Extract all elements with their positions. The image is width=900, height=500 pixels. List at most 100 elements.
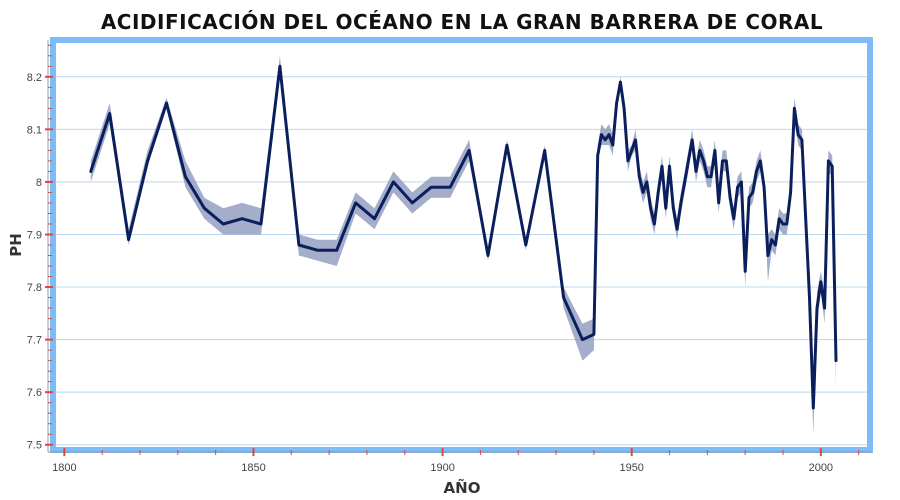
x-tick-label: 1800 (52, 462, 76, 474)
ph-point (592, 333, 596, 336)
ph-point (634, 138, 637, 142)
ph-point (543, 149, 546, 152)
ph-point (717, 201, 720, 205)
ph-point (392, 180, 395, 184)
ph-point (679, 201, 683, 205)
ph-point (747, 196, 751, 199)
ph-point (373, 217, 376, 220)
ph-point (354, 201, 357, 205)
ph-point (596, 154, 599, 157)
ph-point (467, 149, 471, 152)
ph-point (600, 133, 603, 136)
ph-point (278, 65, 282, 68)
ph-point (728, 196, 732, 199)
ph-point (641, 191, 645, 194)
y-tick-label: 7.7 (27, 335, 42, 347)
ph-point (834, 359, 838, 362)
y-tick-label: 8.1 (27, 124, 42, 136)
ph-point (762, 186, 766, 189)
ph-point (645, 180, 648, 184)
ph-point (732, 217, 735, 220)
x-ticks: 1800 1850 1900 1950 2000 (52, 448, 860, 474)
ph-point (668, 165, 671, 168)
y-tick-label: 7.5 (27, 440, 42, 452)
ph-point (222, 222, 225, 226)
ph-point (709, 175, 713, 178)
ph-point (653, 222, 656, 226)
ph-point (713, 149, 717, 152)
ph-point (796, 133, 800, 136)
ph-point (759, 159, 762, 163)
ph-point (687, 159, 690, 163)
ph-point (793, 107, 796, 110)
y-tick-label: 7.6 (27, 387, 42, 399)
chart-title: ACIDIFICACIÓN DEL OCÉANO EN LA GRAN BARR… (101, 10, 823, 34)
ph-point (411, 201, 414, 205)
ph-point (127, 238, 130, 241)
ph-point (630, 149, 633, 152)
ph-point (259, 222, 263, 226)
ph-point (664, 207, 667, 210)
ph-point (804, 217, 807, 220)
ph-point (581, 338, 584, 341)
ph-point (789, 191, 792, 194)
ph-point (827, 159, 830, 163)
ph-point (694, 170, 698, 173)
ph-point (831, 165, 834, 168)
ph-point (819, 280, 822, 283)
x-tick-label: 2000 (809, 462, 833, 474)
ph-point (316, 249, 319, 252)
ph-point (691, 138, 694, 142)
ph-point (615, 101, 618, 105)
ph-point (675, 228, 679, 231)
y-tick-label: 7.8 (27, 282, 42, 294)
ph-point (335, 249, 338, 252)
x-axis-label: AÑO (444, 478, 481, 497)
plot-frame (50, 37, 873, 453)
ph-point (774, 243, 777, 247)
ph-line (89, 64, 838, 410)
ph-point (203, 207, 206, 210)
ph-point (108, 112, 111, 115)
ph-point (619, 80, 622, 84)
x-tick-label: 1950 (619, 462, 643, 474)
ph-point (766, 254, 770, 257)
ph-point (660, 165, 664, 168)
x-tick-label: 1900 (430, 462, 454, 474)
ph-point (622, 107, 626, 110)
ph-point (778, 217, 781, 220)
ph-point (146, 159, 149, 163)
ph-point (751, 191, 754, 194)
ph-point (744, 270, 747, 273)
ph-point (486, 254, 490, 257)
ph-point (657, 191, 660, 194)
ph-point (165, 101, 168, 105)
ph-point (672, 207, 675, 210)
ph-point (638, 175, 641, 178)
ph-point (781, 222, 785, 226)
ph-point (808, 296, 811, 299)
ph-point (800, 138, 804, 142)
ph-line-layer (89, 64, 838, 410)
ph-point (611, 143, 614, 147)
ph-point (626, 159, 630, 163)
ph-point (736, 186, 739, 189)
ph-point (505, 143, 509, 147)
ph-point (89, 170, 93, 173)
ph-point (815, 306, 819, 310)
y-tick-label: 7.9 (27, 229, 42, 241)
ph-point (449, 186, 452, 189)
y-tick-label: 8 (36, 177, 42, 189)
ph-confidence-band (90, 55, 837, 435)
ph-point (823, 306, 826, 310)
ph-point (184, 175, 187, 178)
ph-point (698, 149, 701, 152)
ph-point (812, 406, 815, 410)
ph-point (240, 217, 244, 220)
ph-point (785, 222, 788, 226)
ph-point (297, 243, 301, 247)
ph-point (649, 207, 652, 210)
ph-point (430, 186, 433, 189)
ph-point (770, 238, 773, 241)
